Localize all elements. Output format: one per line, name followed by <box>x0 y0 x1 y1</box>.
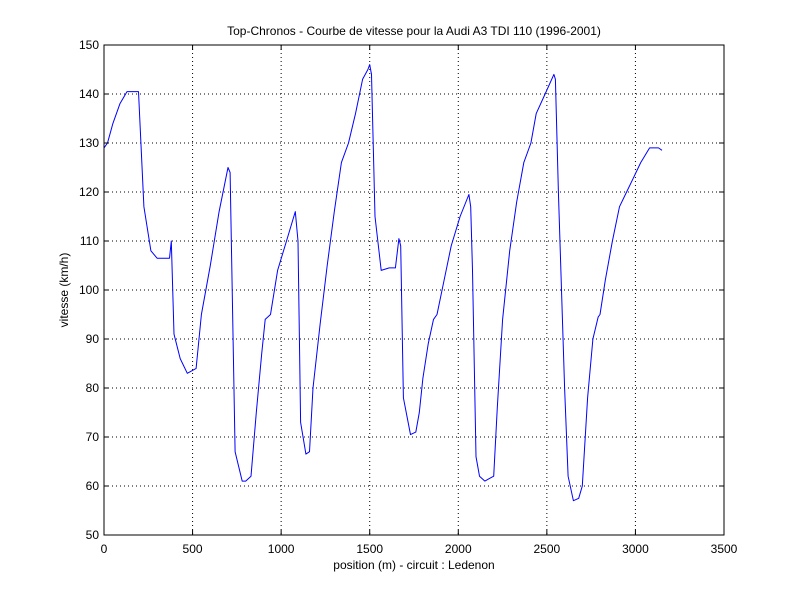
y-tick-label: 130 <box>79 136 99 150</box>
y-tick-label: 50 <box>86 528 100 542</box>
y-tick-label: 140 <box>79 87 99 101</box>
y-tick-label: 110 <box>80 234 99 248</box>
x-tick-label: 2000 <box>445 542 472 556</box>
x-axis-title: position (m) - circuit : Ledenon <box>333 558 494 572</box>
axis-ticks <box>103 44 725 536</box>
y-tick-label: 60 <box>86 479 100 493</box>
x-tick-label: 3000 <box>622 542 649 556</box>
grid-lines <box>104 45 724 535</box>
x-tick-label: 0 <box>101 542 108 556</box>
y-tick-label: 150 <box>79 38 99 52</box>
x-tick-label: 2500 <box>534 542 561 556</box>
y-tick-label: 120 <box>79 185 99 199</box>
x-tick-label: 1500 <box>356 542 383 556</box>
x-tick-label: 1000 <box>268 542 295 556</box>
series-layer <box>103 64 663 502</box>
y-tick-label: 80 <box>86 381 100 395</box>
y-tick-labels: 50 60 70 80 90 100 110 120 130 140 150 <box>79 38 99 542</box>
speed-series-line <box>103 64 663 502</box>
chart-title: Top-Chronos - Courbe de vitesse pour la … <box>227 24 601 38</box>
x-tick-label: 500 <box>183 542 203 556</box>
x-tick-label: 3500 <box>711 542 738 556</box>
y-tick-label: 100 <box>79 283 99 297</box>
y-tick-label: 90 <box>86 332 100 346</box>
x-tick-labels: 0 500 1000 1500 2000 2500 3000 3500 <box>101 542 738 556</box>
y-tick-label: 70 <box>86 430 100 444</box>
y-axis-title: vitesse (km/h) <box>57 253 71 328</box>
